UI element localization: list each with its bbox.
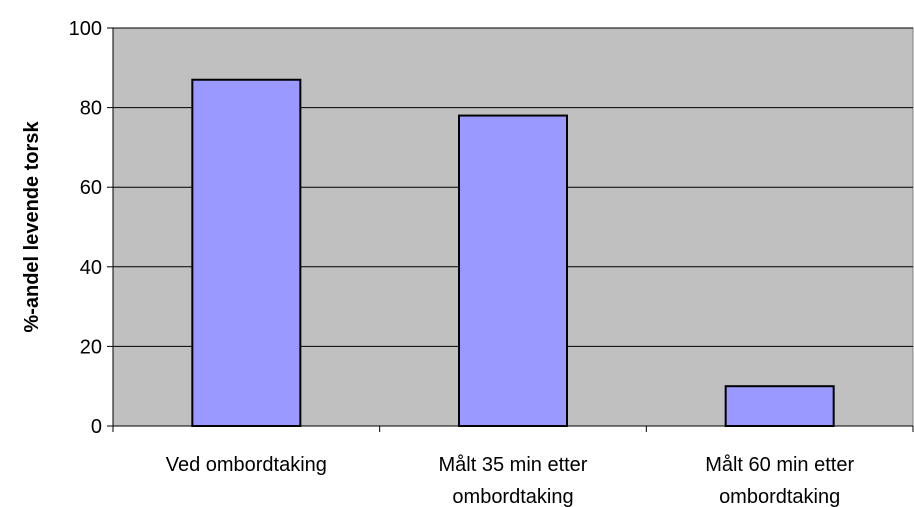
y-tick-label: 100 (69, 18, 102, 40)
y-tick-label: 80 (80, 98, 102, 120)
bars (191, 78, 835, 428)
x-tick-label: Målt 35 min etter (439, 454, 588, 476)
bar (458, 114, 568, 427)
y-tick-label: 20 (80, 336, 102, 358)
x-ticks: Ved ombordtaking Målt 35 min etter ombordt… (112, 426, 914, 507)
x-tick-label: Målt 60 min etter (705, 454, 854, 476)
y-tick-label: 0 (91, 416, 102, 438)
y-tick-label: 40 (80, 257, 102, 279)
y-ticks: 0 20 40 60 80 100 (69, 18, 113, 438)
y-tick-label: 60 (80, 177, 102, 199)
x-tick-label: ombordtaking (452, 486, 573, 507)
x-tick-label: Ved ombordtaking (166, 454, 327, 476)
bar (191, 78, 302, 428)
axes (112, 28, 913, 427)
x-tick-label: ombordtaking (719, 486, 840, 507)
bar (724, 385, 835, 428)
y-axis-label: %-andel levende torsk (21, 121, 43, 333)
